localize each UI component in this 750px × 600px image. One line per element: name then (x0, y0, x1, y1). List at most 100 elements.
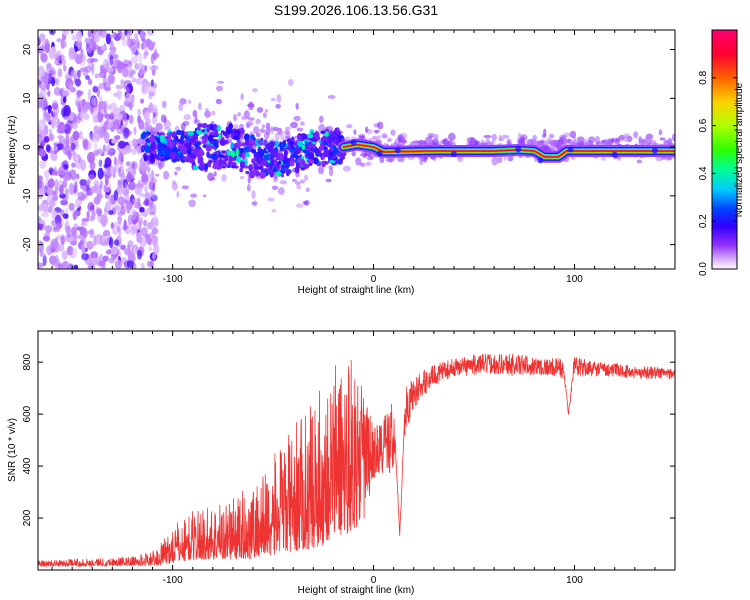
spectrogram-signal-blob (259, 165, 264, 171)
spectrogram-noise-blob (38, 219, 47, 225)
spectrogram-halo-blob (176, 191, 180, 198)
spectrogram-signal-blob (221, 163, 229, 168)
spectrogram-noise-blob (63, 30, 68, 33)
spectrogram-noise-blob (85, 75, 90, 80)
spectrogram-noise-blob (87, 151, 95, 164)
spectrogram-signal-blob (257, 140, 261, 144)
spectrogram-noise-blob (56, 37, 62, 43)
spectrogram-halo-blob (600, 140, 605, 144)
spectrogram-halo-blob (543, 128, 547, 137)
spectrogram-halo-blob (517, 138, 525, 143)
snr-ytick-label: 200 (22, 509, 33, 526)
spectrogram-noise-blob (153, 48, 158, 59)
spectrogram-signal-blob (276, 163, 280, 169)
spectrogram-signal-blob (243, 146, 251, 151)
spectrogram-noise-blob (149, 231, 153, 239)
spectrogram-signal-blob (191, 134, 199, 141)
spectrogram-noise-blob (99, 193, 104, 199)
spectrogram-noise-blob (41, 251, 46, 258)
spectrogram-ytick-label: 20 (22, 44, 33, 56)
spectrogram-signal-blob (254, 166, 262, 170)
spectrogram-halo-blob (240, 175, 245, 180)
spectrogram-xtick-label: -100 (163, 274, 183, 285)
spectrogram-halo-blob (155, 122, 163, 132)
spectrogram-noise-blob (72, 210, 78, 221)
spectrogram-noise-blob (147, 81, 152, 87)
spectrogram-noise-blob (103, 81, 111, 91)
spectrogram-halo-blob (296, 127, 304, 132)
spectrogram-noise-blob (75, 54, 83, 65)
spectrogram-noise-blob (115, 59, 123, 71)
spectrogram-noise-blob (74, 181, 78, 193)
spectrogram-noise-blob (65, 232, 73, 243)
spectrogram-noise-blob (43, 124, 49, 136)
spectrogram-signal-blob (285, 162, 290, 169)
spectrogram-halo-blob (491, 156, 499, 166)
spectrogram-halo-blob (266, 127, 273, 133)
spectrogram-noise-blob (91, 63, 95, 75)
spectrogram-tone-bump (537, 157, 544, 164)
spectrogram-noise-blob (110, 102, 117, 113)
spectrogram-noise-blob (93, 234, 97, 247)
spectrogram-signal-blob (217, 165, 223, 170)
spectrogram-noise-blob (149, 203, 157, 214)
spectrogram-noise-blob (148, 91, 155, 97)
spectrogram-tone-bump (376, 150, 383, 157)
spectrogram-noise-blob (109, 34, 114, 39)
spectrogram-tone-bump (350, 139, 357, 146)
spectrogram-noise-blob (135, 183, 144, 189)
spectrogram-noise-blob (141, 262, 145, 269)
spectrogram-signal-blob (339, 157, 343, 165)
spectrogram-noise-blob (62, 197, 66, 203)
spectrogram-noise-blob (42, 254, 47, 267)
spectrogram-noise-blob (101, 124, 107, 134)
spectrogram-halo-blob (285, 132, 291, 138)
spectrogram-y-ticks: -20 -10 0 10 20 (22, 44, 675, 252)
spectrogram-noise-blob (92, 85, 98, 93)
spectrogram-halo-blob (531, 138, 536, 143)
spectrogram-halo-blob (304, 200, 310, 206)
spectrogram-halo-blob (449, 138, 453, 146)
spectrogram-marks (38, 30, 675, 269)
spectrogram-halo-blob (517, 132, 522, 141)
spectrogram-halo-blob (569, 130, 577, 139)
spectrogram-signal-blob (228, 155, 233, 164)
spectrogram-noise-blob (44, 42, 51, 54)
spectrogram-signal-blob (207, 134, 214, 142)
spectrogram-noise-blob (84, 37, 91, 43)
spectrogram-halo-blob (187, 99, 192, 105)
spectrogram-noise-blob (139, 217, 143, 226)
spectrogram-noise-blob (105, 144, 111, 156)
spectrogram-signal-blob (149, 154, 155, 161)
spectrogram-signal-blob (255, 170, 260, 177)
spectrogram-signal-blob (322, 141, 328, 146)
spectrogram-halo-blob (304, 174, 309, 182)
spectrogram-signal-blob (335, 138, 339, 147)
spectrogram-signal-blob (245, 170, 250, 174)
spectrogram-halo-blob (215, 85, 224, 92)
spectrogram-halo-blob (645, 137, 651, 146)
spectrogram-halo-blob (328, 168, 334, 177)
spectrogram-signal-blob (210, 123, 214, 131)
spectrogram-noise-blob (90, 251, 98, 259)
spectrogram-noise-blob (132, 198, 139, 204)
spectrogram-halo-blob (425, 137, 430, 143)
spectrogram-noise-blob (100, 241, 108, 247)
spectrogram-noise-blob (153, 243, 158, 256)
spectrogram-noise-blob (38, 136, 42, 144)
spectrogram-halo-blob (190, 193, 197, 198)
spectrogram-noise-blob (108, 70, 112, 76)
spectrogram-noise-blob (127, 240, 134, 248)
spectrogram-signal-blob (231, 132, 239, 137)
spectrogram-signal-blob (226, 128, 232, 135)
spectrogram-halo-blob (377, 121, 384, 130)
spectrogram-noise-blob (107, 74, 115, 85)
spectrogram-noise-blob (80, 48, 84, 58)
spectrogram-signal-blob (161, 143, 167, 149)
spectrogram-noise-blob (63, 104, 71, 117)
spectrogram-noise-blob (124, 93, 133, 104)
spectrogram-noise-blob (112, 225, 119, 236)
spectrogram-noise-blob (98, 159, 103, 167)
spectrogram-noise-blob (115, 113, 123, 121)
spectrogram-noise-blob (144, 185, 148, 193)
